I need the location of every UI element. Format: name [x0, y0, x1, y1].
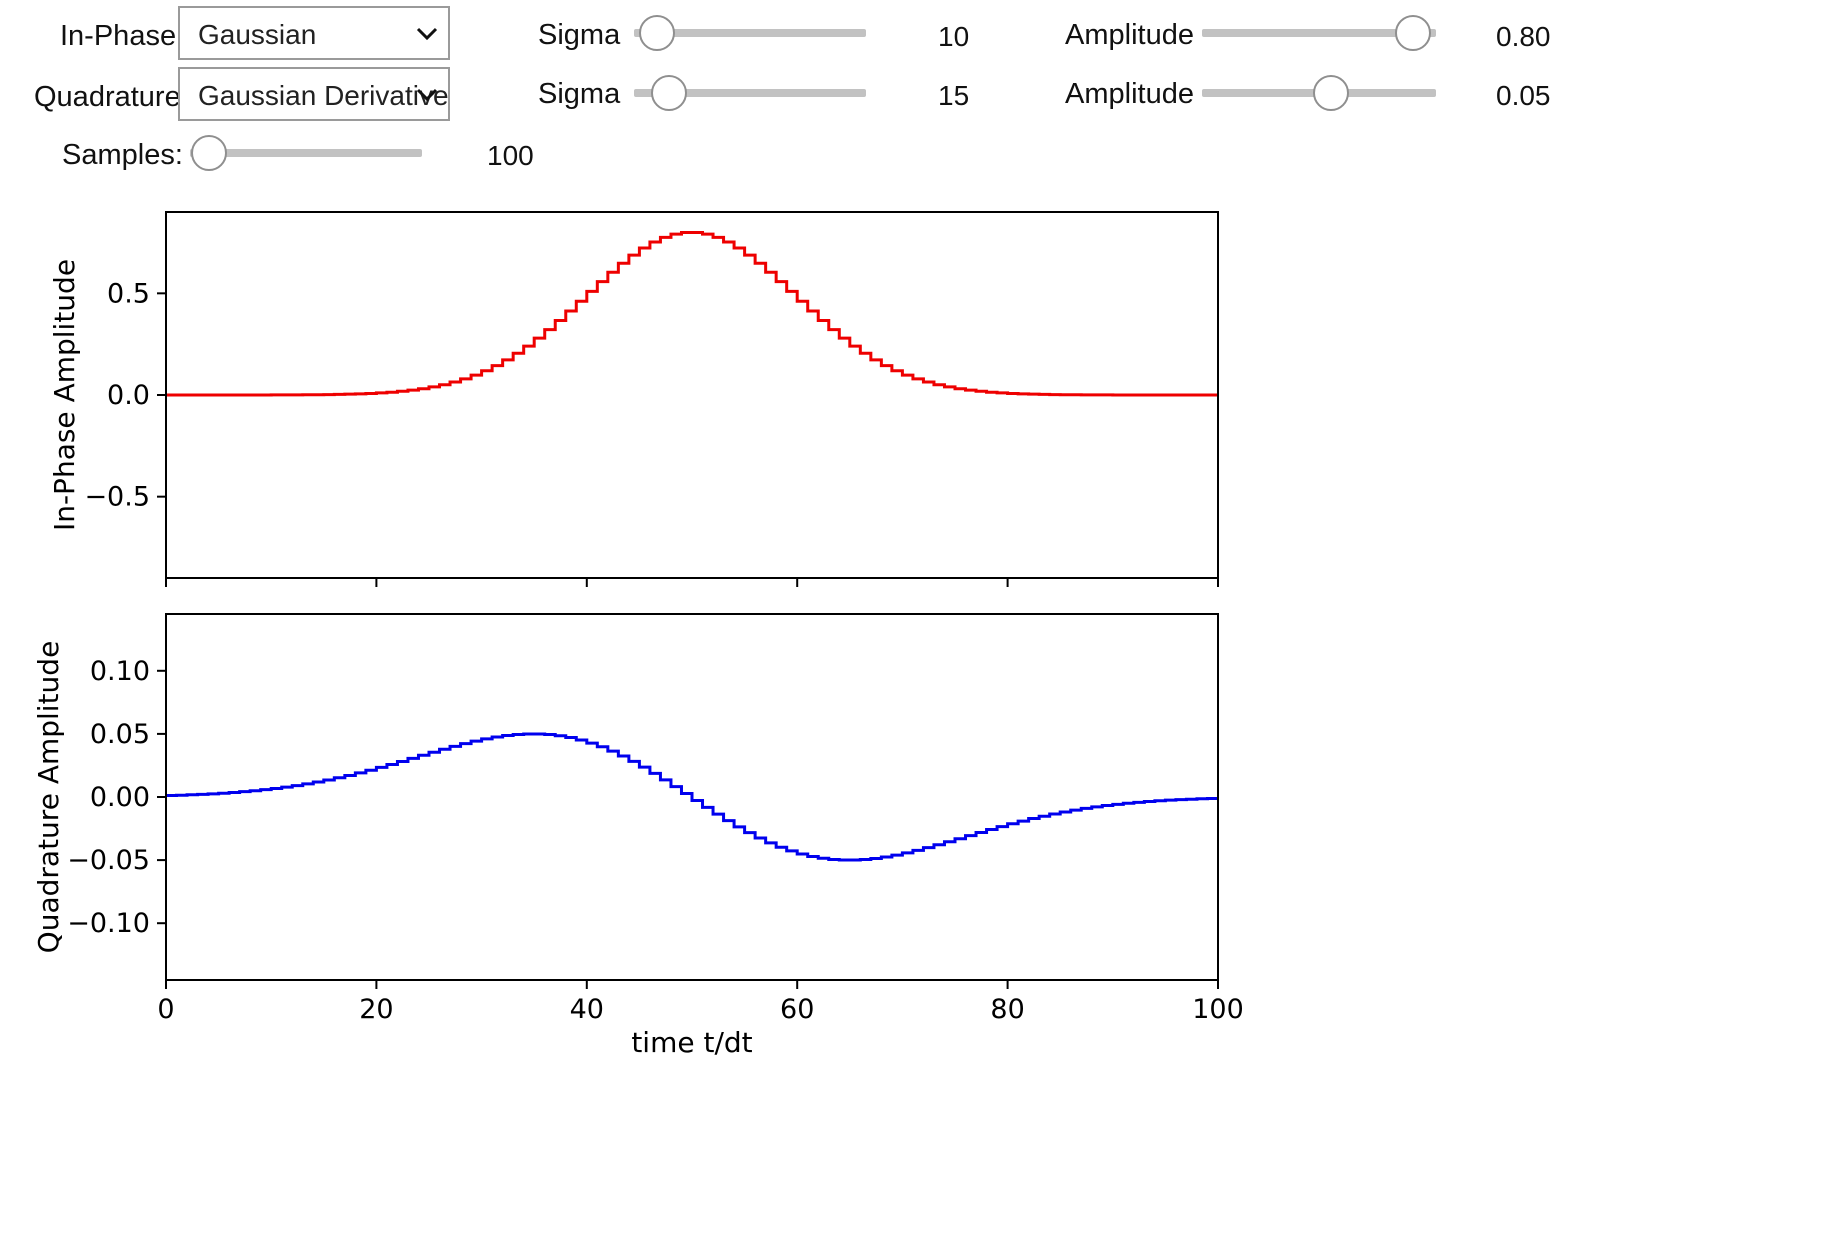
- x-axis-label: time t/dt: [631, 1026, 752, 1059]
- samples-slider[interactable]: [190, 133, 422, 173]
- slider-handle[interactable]: [639, 15, 676, 51]
- y-tick-label: −0.05: [67, 845, 150, 876]
- y-tick-label: 0.05: [90, 719, 150, 750]
- inphase-sigma-value: 10: [938, 21, 970, 52]
- inphase-amplitude-slider[interactable]: [1202, 13, 1436, 53]
- slider-handle[interactable]: [1312, 75, 1349, 111]
- inphase-amplitude-label: Amplitude: [1065, 19, 1194, 51]
- slider-track: [1202, 29, 1436, 37]
- chevron-down-icon: [416, 27, 438, 41]
- slider-handle[interactable]: [190, 135, 227, 171]
- x-tick-label: 100: [1192, 994, 1244, 1025]
- quadrature-label: Quadrature:: [34, 81, 189, 113]
- y-tick-label: 0.10: [90, 656, 150, 687]
- quadrature-sigma-slider[interactable]: [634, 73, 866, 113]
- quadrature-dropdown-value: Gaussian Derivative: [198, 80, 449, 111]
- quadrature-amplitude-label: Amplitude: [1065, 78, 1194, 110]
- inphase-sigma-slider[interactable]: [634, 13, 866, 53]
- slider-track: [634, 89, 866, 97]
- samples-value: 100: [487, 140, 534, 171]
- x-tick-label: 20: [359, 994, 393, 1025]
- inphase-sigma-label: Sigma: [538, 19, 621, 51]
- inphase-dropdown-value: Gaussian: [198, 19, 317, 50]
- x-tick-label: 0: [157, 994, 174, 1025]
- y-tick-label: 0.5: [107, 278, 150, 309]
- y-tick-label: −0.10: [67, 908, 150, 939]
- series-line-quadrature: [166, 732, 1218, 862]
- slider-track: [634, 29, 866, 37]
- inphase-label: In-Phase:: [60, 20, 185, 52]
- samples-label: Samples:: [62, 139, 183, 171]
- series-line-inphase: [166, 231, 1218, 397]
- quadrature-dropdown[interactable]: Gaussian Derivative: [178, 67, 450, 121]
- y-tick-label: 0.0: [107, 380, 150, 411]
- quadrature-sigma-label: Sigma: [538, 78, 621, 110]
- slider-track: [190, 149, 422, 157]
- y-tick-label: −0.5: [84, 482, 150, 513]
- inphase-amplitude-value: 0.80: [1496, 21, 1551, 52]
- y-tick-label: 0.00: [90, 782, 150, 813]
- quadrature-amplitude-slider[interactable]: [1202, 73, 1436, 113]
- y-axis-label: In-Phase Amplitude: [48, 259, 81, 531]
- x-tick-label: 40: [570, 994, 604, 1025]
- slider-handle[interactable]: [1394, 15, 1431, 51]
- chevron-down-icon: [416, 88, 438, 102]
- inphase-dropdown[interactable]: Gaussian: [178, 6, 450, 60]
- x-tick-label: 80: [990, 994, 1024, 1025]
- quadrature-amplitude-value: 0.05: [1496, 80, 1551, 111]
- x-tick-label: 60: [780, 994, 814, 1025]
- quadrature-sigma-value: 15: [938, 80, 970, 111]
- slider-handle[interactable]: [650, 75, 687, 111]
- y-axis-label: Quadrature Amplitude: [32, 641, 65, 954]
